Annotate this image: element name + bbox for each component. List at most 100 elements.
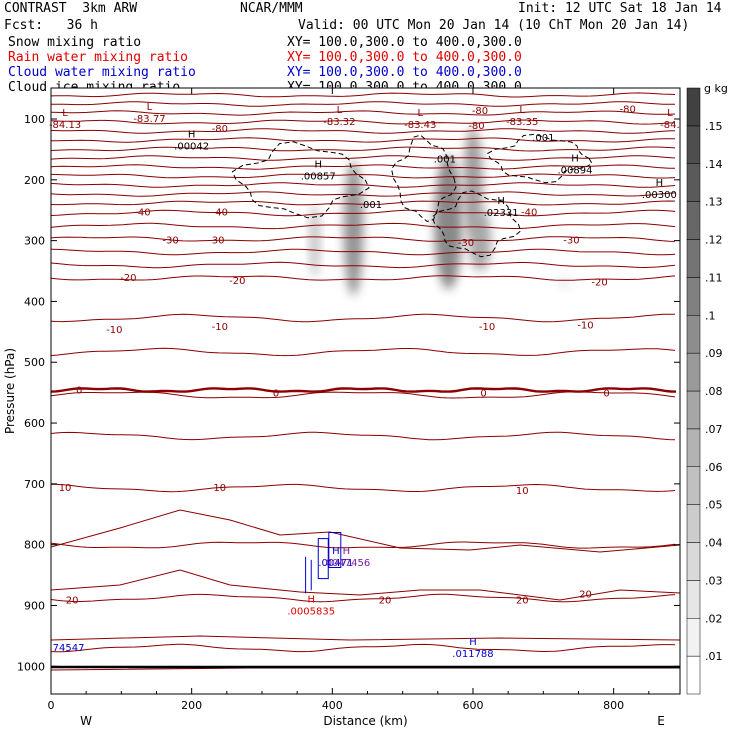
isotherm-label: -80 [212,124,228,135]
cloud-ice-contour [391,134,457,223]
x-tick-label: 600 [462,699,483,712]
snow-shading-cell [434,155,463,290]
extremum-value: .02331 [484,208,519,219]
isotherm-line [51,101,675,107]
field-name-snow: Snow mixing ratio [8,35,142,50]
field-name-cloud-water: Cloud water mixing ratio [8,65,196,80]
plot-frame [50,87,681,695]
isotherm-line [51,173,676,179]
east-label: E [657,714,665,728]
isotherm-label: -10 [479,322,495,333]
isotherm-label: -40 [212,207,228,218]
extremum-marker: L [147,102,153,113]
header-center-label: NCAR/MMM [240,1,303,16]
extremum-marker: L [417,108,423,119]
isotherm-label: -30 [563,235,579,246]
y-tick-label: 400 [24,295,45,308]
isotherm-label: 20 [579,589,592,600]
isotherm-label: -10 [577,321,593,332]
isotherm-label: 0 [273,389,279,400]
extremum-marker: L [667,108,673,119]
colorbar-tick-label: .07 [705,423,723,436]
isotherm-label: -80 [468,121,484,132]
isotherm-line [51,164,676,170]
colorbar-segment [686,580,701,619]
colorbar-tick-label: .15 [705,120,723,133]
isotherm-line [51,483,676,493]
isotherm-label: -30 [208,235,224,246]
isotherm-line [51,275,676,281]
extremum-marker: L [62,108,68,119]
extremum-marker: H [469,637,477,648]
isotherm-label: -10 [212,322,228,333]
x-tick-label: 800 [603,699,624,712]
y-tick-label: 200 [24,174,45,187]
y-tick-label: 500 [24,356,45,369]
isotherm-label: -80 [472,106,488,117]
header-forecast-hour: Fcst: 36 h [4,18,98,33]
isotherm-label: -40 [521,207,537,218]
isotherm-label: 10 [213,483,226,494]
cloud-ice-label: .001 [532,133,554,144]
isotherm-line [51,182,676,188]
cloud-water-contour [305,556,312,594]
extremum-value: .00857 [301,172,336,183]
isotherm-line [51,110,676,116]
colorbar-unit-label: g kg [704,82,728,95]
isotherm-line [51,431,676,441]
isotherm-label: -20 [229,276,245,287]
x-tick-label: 400 [322,699,343,712]
colorbar-tick-label: .12 [705,234,723,247]
extremum-value: -83.32 [323,117,355,128]
isotherm-line [51,137,676,143]
colorbar-segment [686,504,701,543]
colorbar-tick-label: .09 [705,347,723,360]
field-xy-cloud-water: XY= 100.0,300.0 to 400.0,300.0 [287,65,522,80]
colorbar-tick-label: .05 [705,499,723,512]
y-tick-label: 1000 [17,660,45,673]
isotherm-label: -10 [106,325,122,336]
y-tick-label: 100 [24,113,45,126]
field-name-rain: Rain water mixing ratio [8,50,189,65]
colorbar-segment [686,352,701,392]
y-tick-label: 700 [24,478,45,491]
isotherm-line [51,209,676,217]
extremum-value: 74547 [53,643,85,654]
extremum-marker: H [656,178,664,189]
cloud-water-contour [328,532,342,569]
y-tick-label: 900 [24,599,45,612]
cloud-water-contour [317,538,329,580]
colorbar-segment [686,466,701,505]
snow-shading-cell [558,277,571,290]
isotherm-label: 0 [603,389,609,400]
snow-shading-cell [309,204,320,278]
extremum-marker: H [314,160,322,171]
isotherm-line [51,92,676,98]
header-title-left: CONTRAST 3km ARW [4,1,138,16]
snow-shading-cell [463,128,483,238]
extremum-value: .0005835 [287,606,335,617]
isotherm-label: 20 [379,595,392,606]
extremum-value: -83.43 [404,120,436,131]
isotherm-label: -20 [120,273,136,284]
isotherm-label: 0 [480,389,486,400]
colorbar-segment [686,125,701,164]
extremum-marker: H [571,154,579,165]
extremum-marker: L [337,105,343,116]
extremum-value: -83.35 [506,117,538,128]
colorbar-tick-label: .14 [705,158,723,171]
isotherm-line [51,697,675,703]
extremum-value: .00894 [557,166,592,177]
isotherm-line [51,313,676,323]
snow-shading-cell [343,161,364,296]
isotherm-line [51,191,676,197]
colorbar-tick-label: .06 [705,461,723,474]
x-tick-label: 200 [181,699,202,712]
colorbar-tick-label: .02 [705,612,723,625]
colorbar-tick-label: .1 [705,309,716,322]
isotherm-line [51,593,676,603]
plot-content [51,92,680,703]
colorbar-tick-label: .13 [705,196,723,209]
isotherm-zero-line [51,387,677,393]
isotherm-label: 10 [59,483,72,494]
